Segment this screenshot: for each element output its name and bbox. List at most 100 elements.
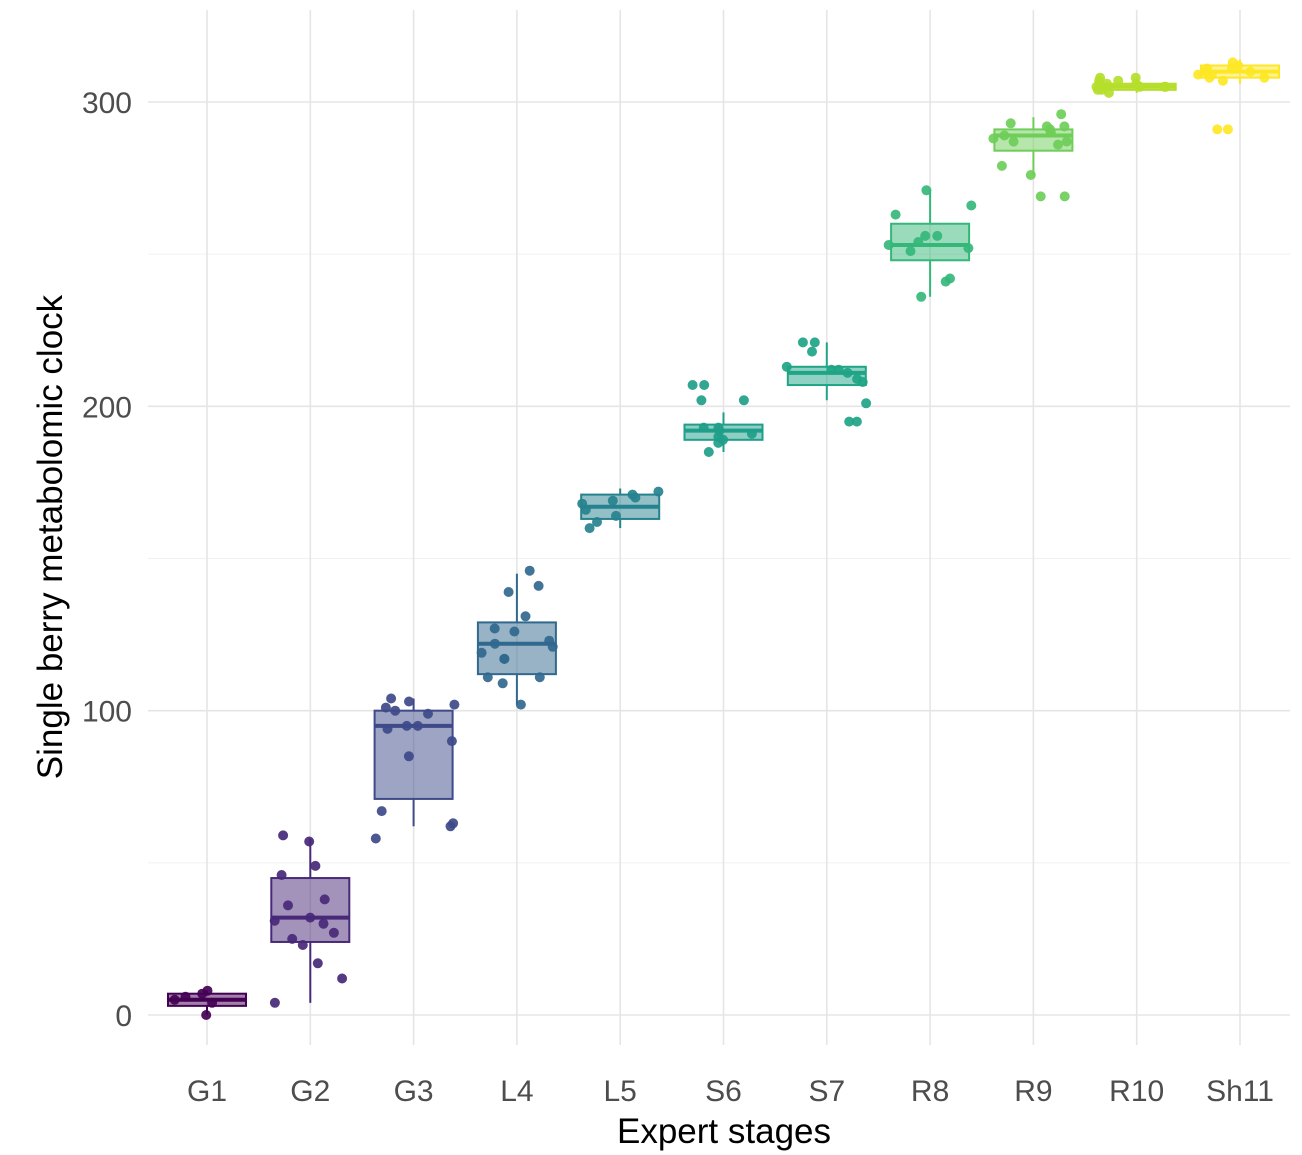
data-point — [1025, 170, 1036, 180]
data-point — [499, 653, 510, 664]
data-point — [401, 720, 412, 731]
data-point — [533, 580, 544, 591]
data-point — [920, 230, 931, 241]
data-point — [544, 635, 555, 646]
data-point — [297, 940, 308, 950]
data-point — [703, 447, 714, 457]
data-point — [534, 672, 545, 683]
x-axis-title: Expert stages — [617, 1112, 831, 1151]
data-point — [202, 985, 213, 996]
box-S7 — [786, 342, 867, 401]
data-point — [269, 915, 280, 926]
data-point — [278, 830, 289, 841]
data-point — [380, 702, 391, 713]
data-point — [1113, 75, 1124, 86]
data-point — [390, 705, 401, 716]
data-point — [476, 647, 487, 658]
data-point — [611, 510, 621, 521]
data-point — [913, 237, 924, 247]
x-tick-label: R9 — [1014, 1075, 1052, 1108]
box-R8 — [890, 190, 971, 297]
data-point — [283, 900, 293, 911]
data-point — [310, 860, 321, 871]
data-point — [826, 364, 837, 375]
data-point — [945, 273, 955, 284]
data-point — [966, 200, 977, 211]
data-point — [515, 699, 526, 710]
x-tick-label: G1 — [187, 1075, 227, 1108]
data-point — [699, 380, 710, 390]
data-point — [1035, 191, 1046, 202]
data-point — [1059, 121, 1070, 132]
data-point — [1202, 63, 1213, 74]
data-point — [833, 364, 844, 375]
box-body — [890, 222, 971, 262]
data-point — [312, 958, 323, 969]
data-point — [386, 693, 397, 704]
data-point — [180, 991, 191, 1002]
data-point — [524, 565, 535, 576]
data-point — [1056, 109, 1067, 120]
data-point — [1130, 72, 1141, 83]
data-point — [1059, 191, 1070, 202]
data-point — [584, 523, 595, 534]
data-point — [1227, 57, 1238, 68]
data-point — [883, 240, 894, 250]
y-axis-ticks: 0 100 200 300 — [82, 87, 132, 1033]
x-tick-label: G3 — [394, 1075, 434, 1108]
data-point — [905, 246, 916, 257]
data-point — [1212, 124, 1223, 135]
data-point — [509, 626, 520, 637]
data-point — [797, 337, 808, 348]
data-point — [328, 927, 339, 938]
data-point — [423, 708, 433, 719]
data-point — [713, 422, 724, 433]
data-point — [489, 623, 500, 634]
data-point — [921, 185, 932, 196]
data-point — [687, 380, 698, 390]
data-point — [269, 997, 280, 1008]
x-tick-label: L4 — [500, 1075, 533, 1108]
data-point — [842, 367, 853, 378]
data-point — [592, 517, 602, 527]
data-point — [653, 486, 664, 497]
x-tick-label: R8 — [911, 1075, 949, 1108]
data-point — [169, 994, 180, 1005]
box-L5 — [580, 488, 661, 529]
data-point — [1259, 72, 1270, 83]
data-point — [305, 912, 316, 923]
points — [169, 57, 1270, 1020]
data-point — [449, 699, 460, 710]
data-point — [1217, 75, 1228, 86]
data-point — [696, 395, 707, 406]
data-point — [738, 395, 749, 406]
data-point — [1095, 72, 1106, 83]
data-point — [201, 1010, 212, 1020]
data-point — [861, 398, 872, 409]
data-point — [746, 428, 757, 439]
x-tick-label: G2 — [290, 1075, 330, 1108]
data-point — [489, 638, 500, 649]
data-point — [412, 720, 423, 731]
data-point — [916, 291, 927, 302]
data-point — [404, 696, 414, 707]
data-point — [403, 751, 414, 762]
data-point — [1005, 118, 1016, 129]
data-point — [851, 416, 862, 427]
data-point — [370, 833, 381, 844]
data-point — [304, 836, 315, 847]
data-point — [520, 611, 531, 622]
x-tick-label: S6 — [705, 1075, 742, 1108]
data-point — [319, 894, 330, 905]
x-tick-label: L5 — [604, 1075, 637, 1108]
data-point — [999, 130, 1010, 141]
data-point — [781, 361, 792, 372]
data-point — [448, 818, 459, 829]
data-point — [318, 918, 329, 929]
grid — [148, 10, 1290, 1045]
y-tick-label: 200 — [82, 391, 132, 424]
data-point — [1008, 136, 1019, 147]
data-point — [807, 346, 817, 357]
